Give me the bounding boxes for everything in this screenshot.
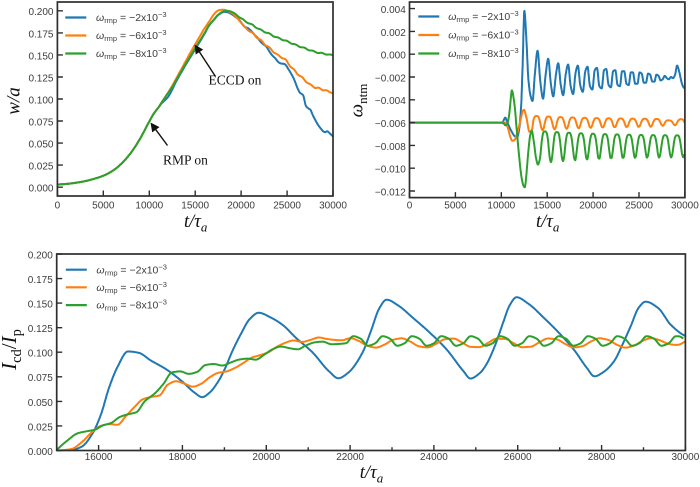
svg-text:ωrmp = −8x10−3: ωrmp = −8x10−3 <box>96 298 167 313</box>
svg-text:0.004: 0.004 <box>381 5 406 16</box>
svg-text:0.075: 0.075 <box>28 117 53 128</box>
svg-text:0.150: 0.150 <box>28 300 53 311</box>
svg-text:20000: 20000 <box>579 201 607 212</box>
svg-text:0.125: 0.125 <box>28 324 53 335</box>
svg-text:22000: 22000 <box>336 452 364 463</box>
svg-text:ωrmp = −8x10−3: ωrmp = −8x10−3 <box>448 46 519 61</box>
svg-text:0.000: 0.000 <box>381 51 406 62</box>
svg-text:30000: 30000 <box>319 201 347 212</box>
svg-text:0.100: 0.100 <box>28 349 53 360</box>
svg-text:0.175: 0.175 <box>28 29 53 40</box>
svg-text:ωrmp = −6x10−3: ωrmp = −6x10−3 <box>96 28 167 43</box>
svg-text:0.025: 0.025 <box>28 162 53 173</box>
svg-text:30000: 30000 <box>671 201 699 212</box>
svg-text:26000: 26000 <box>504 452 532 463</box>
svg-text:0.050: 0.050 <box>28 398 53 409</box>
svg-text:28000: 28000 <box>588 452 616 463</box>
svg-text:15000: 15000 <box>181 201 209 212</box>
svg-text:−0.002: −0.002 <box>375 73 406 84</box>
svg-text:0.150: 0.150 <box>28 51 53 62</box>
svg-text:ωrmp = −2x10−3: ωrmp = −2x10−3 <box>96 262 167 277</box>
svg-text:10000: 10000 <box>135 201 163 212</box>
svg-text:w/a: w/a <box>4 87 25 114</box>
svg-text:ωrmp = −2x10−3: ωrmp = −2x10−3 <box>448 9 519 24</box>
svg-text:0.175: 0.175 <box>28 275 53 286</box>
svg-text:20000: 20000 <box>227 201 255 212</box>
svg-text:0.100: 0.100 <box>28 95 53 106</box>
svg-text:0: 0 <box>55 201 61 212</box>
svg-text:Icd/Ip: Icd/Ip <box>0 329 25 371</box>
svg-text:ωrmp = −8x10−3: ωrmp = −8x10−3 <box>96 46 167 61</box>
svg-text:ωrmp = −2x10−3: ωrmp = −2x10−3 <box>96 10 167 25</box>
svg-text:0: 0 <box>407 201 413 212</box>
svg-text:ωrmp = −6x10−3: ωrmp = −6x10−3 <box>448 28 519 43</box>
svg-text:0.125: 0.125 <box>28 73 53 84</box>
svg-text:0.000: 0.000 <box>28 184 53 195</box>
svg-text:0.025: 0.025 <box>28 422 53 433</box>
svg-text:20000: 20000 <box>252 452 280 463</box>
svg-text:0.075: 0.075 <box>28 373 53 384</box>
svg-text:24000: 24000 <box>420 452 448 463</box>
svg-text:−0.010: −0.010 <box>375 165 406 176</box>
svg-text:25000: 25000 <box>273 201 301 212</box>
svg-text:ωntm: ωntm <box>347 84 371 118</box>
svg-text:−0.012: −0.012 <box>375 187 406 198</box>
svg-text:0.000: 0.000 <box>28 447 53 458</box>
svg-text:16000: 16000 <box>85 452 113 463</box>
svg-text:5000: 5000 <box>92 201 115 212</box>
svg-text:18000: 18000 <box>168 452 196 463</box>
svg-text:25000: 25000 <box>625 201 653 212</box>
svg-text:−0.008: −0.008 <box>375 142 406 153</box>
svg-text:RMP on: RMP on <box>163 153 208 168</box>
svg-text:0.200: 0.200 <box>28 250 53 261</box>
svg-text:0.002: 0.002 <box>381 28 406 39</box>
svg-text:10000: 10000 <box>487 201 515 212</box>
svg-text:5000: 5000 <box>444 201 467 212</box>
svg-text:−0.006: −0.006 <box>375 119 406 130</box>
svg-text:ECCD on: ECCD on <box>209 73 262 88</box>
svg-text:ωrmp = −6x10−3: ωrmp = −6x10−3 <box>96 280 167 295</box>
svg-text:15000: 15000 <box>533 201 561 212</box>
svg-text:−0.004: −0.004 <box>375 96 406 107</box>
svg-text:0.200: 0.200 <box>28 7 53 18</box>
svg-text:30000: 30000 <box>671 452 699 463</box>
svg-text:0.050: 0.050 <box>28 140 53 151</box>
